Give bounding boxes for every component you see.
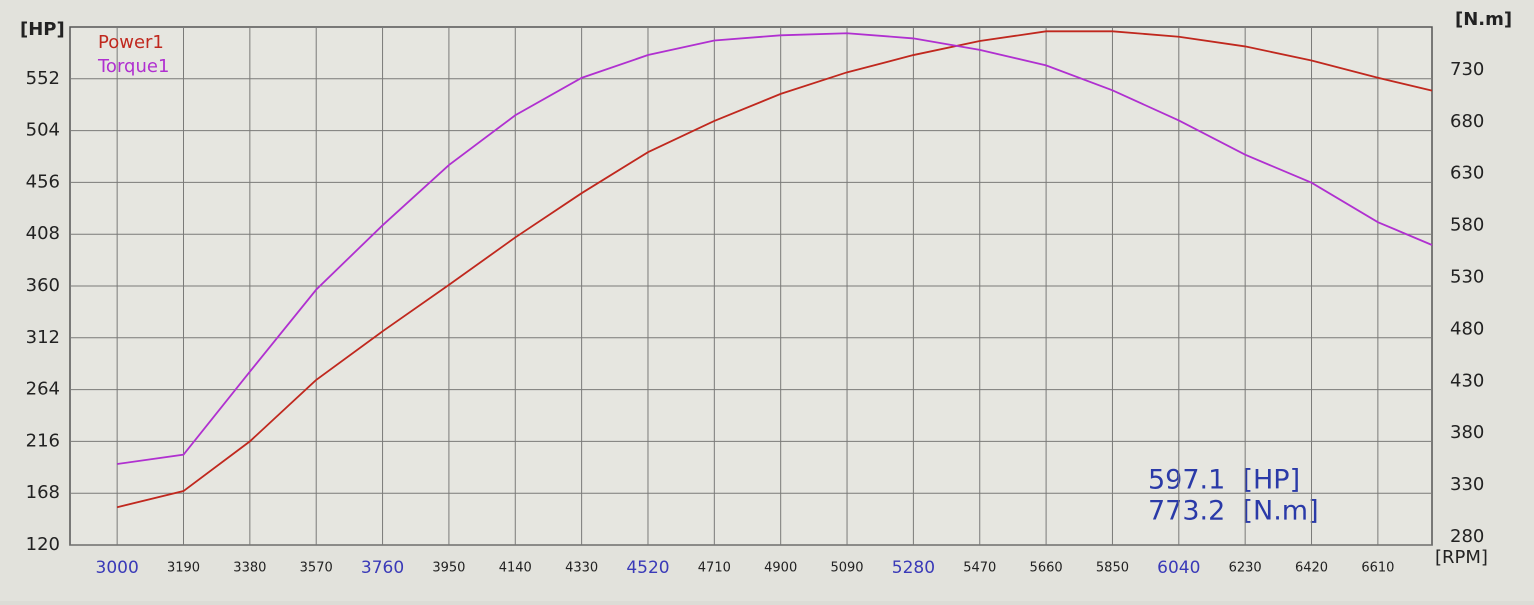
x-tick-label: 4520	[626, 558, 669, 578]
y-tick-label: 216	[26, 430, 60, 451]
x-tick-label: 5470	[963, 561, 996, 576]
x-tick-label: 6610	[1361, 561, 1394, 576]
y-tick-label: 264	[26, 379, 60, 400]
x-tick-label: 6420	[1295, 561, 1328, 576]
x-tick-label: 3570	[300, 561, 333, 576]
y-axis-label: [HP]	[20, 19, 65, 40]
x-axis-label: [RPM]	[1435, 547, 1488, 568]
y-tick-label: 552	[26, 68, 60, 89]
y2-tick-label: 680	[1450, 111, 1484, 132]
x-tick-label: 5660	[1030, 561, 1063, 576]
annotation: 773.2 [N.m]	[1148, 496, 1319, 527]
x-tick-label: 4330	[565, 561, 598, 576]
y2-axis-label: [N.m]	[1455, 9, 1512, 30]
x-tick-label: 3190	[167, 561, 200, 576]
legend-label: Power1	[98, 32, 164, 53]
y2-tick-label: 730	[1450, 59, 1484, 80]
line-series	[116, 30, 1433, 509]
x-tick-label: 3000	[96, 558, 139, 578]
x-tick-label: 5090	[830, 561, 863, 576]
y2-tick-label: 480	[1450, 318, 1484, 339]
x-tick-label: 3760	[361, 558, 404, 578]
annotation: 597.1 [HP]	[1148, 465, 1300, 496]
y-tick-label: 360	[26, 275, 60, 296]
y-tick-label: 408	[26, 223, 60, 244]
x-tick-label: 5850	[1096, 561, 1129, 576]
line-series	[117, 32, 1433, 465]
legend-label: Torque1	[97, 56, 169, 77]
x-tick-label: 6230	[1229, 561, 1262, 576]
y2-tick-label: 430	[1450, 370, 1484, 391]
y2-tick-label: 530	[1450, 266, 1484, 287]
y2-tick-label: 280	[1450, 526, 1484, 547]
y2-tick-label: 380	[1450, 422, 1484, 443]
y-tick-label: 312	[26, 327, 60, 348]
y2-tick-label: 630	[1450, 163, 1484, 184]
x-tick-label: 3950	[432, 561, 465, 576]
x-tick-label: 6040	[1157, 558, 1200, 578]
x-tick-label: 5280	[892, 558, 935, 578]
y-tick-label: 504	[26, 120, 60, 141]
x-tick-label: 4140	[499, 561, 532, 576]
y-tick-label: 120	[26, 534, 60, 555]
x-tick-label: 4900	[764, 561, 797, 576]
x-tick-label: 3380	[233, 561, 266, 576]
y-tick-label: 168	[26, 482, 60, 503]
x-tick-label: 4710	[698, 561, 731, 576]
y-tick-label: 456	[26, 171, 60, 192]
y2-tick-label: 580	[1450, 215, 1484, 236]
y2-tick-label: 330	[1450, 474, 1484, 495]
